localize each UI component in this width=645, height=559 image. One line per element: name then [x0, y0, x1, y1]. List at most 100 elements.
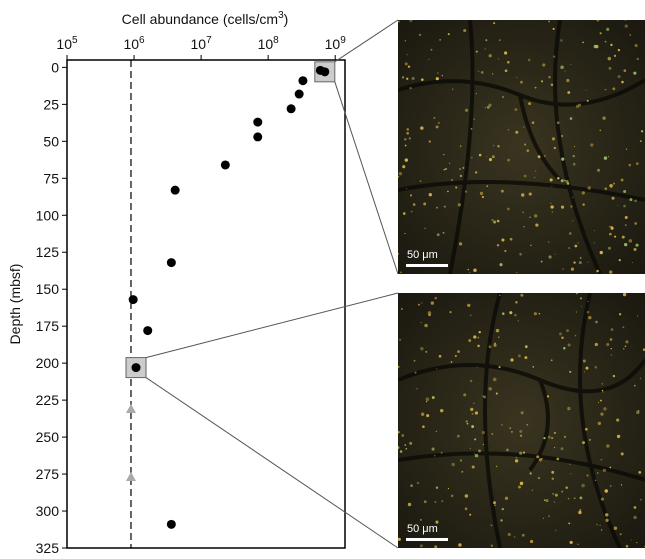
speckle	[507, 158, 510, 162]
speckle	[572, 196, 574, 198]
speckle	[513, 536, 516, 538]
speckle	[425, 397, 430, 402]
speckle	[570, 267, 575, 271]
speckle	[568, 522, 571, 525]
speckle	[523, 174, 527, 178]
speckle	[475, 93, 477, 95]
speckle	[603, 156, 608, 160]
speckle	[476, 366, 478, 368]
speckle	[605, 513, 609, 517]
speckle	[606, 27, 610, 31]
speckle	[420, 321, 422, 324]
speckle	[610, 225, 613, 228]
speckle	[478, 449, 481, 453]
speckle	[413, 359, 416, 362]
speckle	[587, 300, 589, 303]
speckle	[578, 510, 582, 515]
speckle	[434, 501, 437, 504]
speckle	[398, 431, 400, 434]
speckle	[560, 179, 564, 183]
speckle	[423, 202, 427, 206]
speckle	[637, 410, 640, 412]
speckle	[624, 243, 628, 247]
speckle	[610, 328, 614, 331]
data-point	[298, 76, 308, 86]
speckle	[599, 250, 603, 255]
speckle	[594, 365, 598, 369]
speckle	[527, 58, 531, 62]
speckle	[565, 486, 568, 489]
speckle	[490, 524, 493, 527]
speckle	[573, 145, 575, 148]
speckle	[575, 311, 578, 313]
speckle	[610, 347, 612, 350]
speckle	[400, 308, 403, 311]
speckle	[583, 371, 586, 373]
speckle	[469, 447, 471, 449]
speckle	[605, 518, 609, 522]
speckle	[493, 501, 496, 505]
speckle	[399, 338, 402, 341]
speckle	[434, 545, 438, 548]
speckle	[633, 506, 637, 509]
speckle	[520, 80, 523, 84]
speckle	[519, 252, 522, 256]
speckle	[553, 446, 556, 449]
speckle	[609, 338, 613, 341]
speckle	[516, 271, 518, 274]
speckle	[609, 485, 612, 487]
speckle	[463, 393, 467, 397]
speckle	[551, 436, 554, 440]
speckle	[414, 371, 417, 374]
speckle	[582, 41, 584, 44]
speckle	[404, 158, 409, 162]
speckle	[633, 71, 637, 75]
speckle	[618, 313, 622, 316]
speckle	[522, 451, 526, 454]
speckle	[501, 95, 505, 99]
speckle	[420, 412, 425, 416]
speckle	[600, 412, 604, 416]
speckle	[475, 50, 478, 53]
speckle	[519, 451, 523, 455]
speckle	[498, 336, 500, 338]
speckle	[477, 344, 480, 348]
zoom-connector	[334, 81, 399, 275]
speckle	[606, 444, 610, 448]
speckle	[623, 204, 626, 208]
y-tick-label: 75	[43, 170, 59, 186]
speckle	[398, 446, 400, 449]
speckle	[634, 384, 636, 387]
speckle	[582, 359, 586, 363]
speckle	[529, 216, 531, 218]
speckle	[606, 343, 610, 347]
speckle	[585, 89, 587, 91]
speckle	[517, 320, 519, 322]
speckle	[596, 472, 599, 474]
speckle	[550, 202, 552, 205]
speckle	[486, 106, 490, 109]
data-point	[143, 326, 153, 336]
speckle	[515, 130, 519, 134]
speckle	[599, 524, 601, 526]
speckle	[459, 145, 462, 147]
speckle	[597, 401, 600, 403]
speckle	[514, 108, 518, 112]
speckle	[428, 58, 430, 60]
speckle	[474, 453, 479, 458]
speckle	[480, 71, 484, 74]
speckle	[541, 458, 543, 460]
speckle	[586, 99, 589, 102]
speckle	[568, 247, 570, 249]
speckle	[440, 408, 444, 413]
speckle	[623, 69, 627, 73]
speckle	[407, 65, 411, 68]
speckle	[551, 185, 553, 188]
scale-bar	[406, 264, 448, 267]
data-point	[320, 67, 330, 77]
speckle	[488, 158, 493, 162]
speckle	[612, 374, 616, 378]
speckle	[466, 422, 469, 425]
speckle	[593, 229, 596, 232]
speckle	[607, 56, 612, 61]
